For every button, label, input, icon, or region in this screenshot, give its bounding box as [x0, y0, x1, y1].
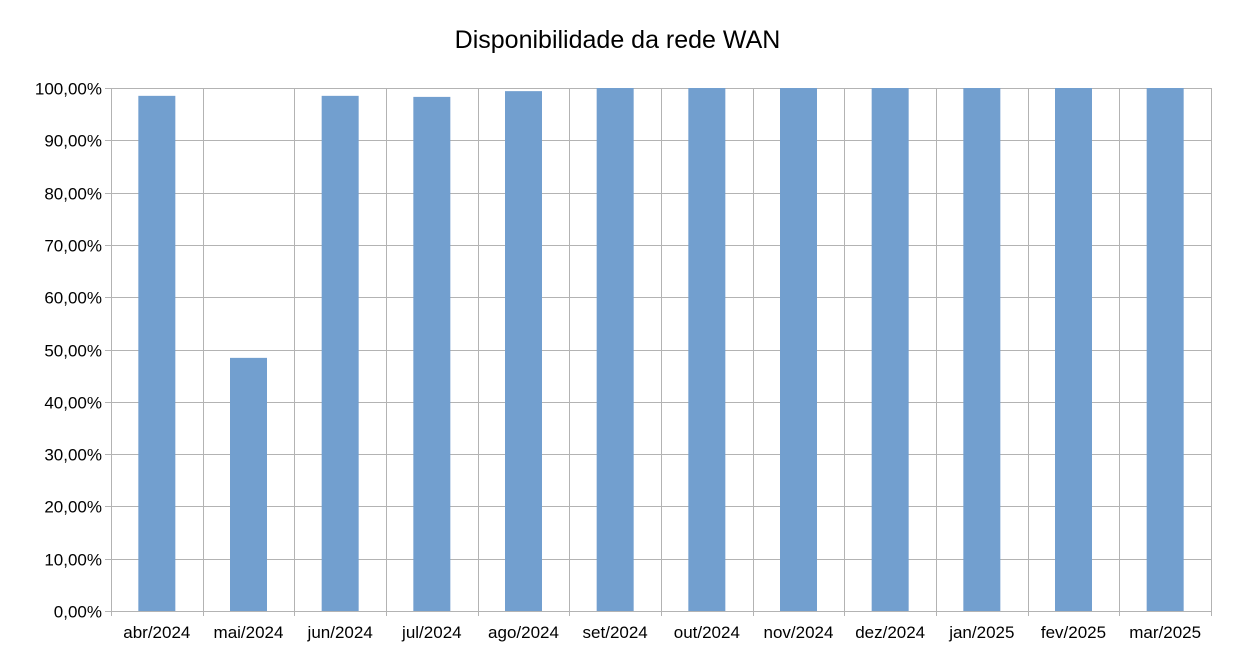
tick-labels: 0,00% 10,00% 20,00% 30,00% 40,00% 50,00% 60,00… [35, 80, 1201, 643]
bar-abr-2024 [138, 95, 176, 612]
y-tick-label: 30,00% [44, 446, 102, 465]
y-tick-label: 90,00% [44, 132, 102, 151]
bar-ago-2024 [505, 91, 542, 611]
y-tick-label: 70,00% [44, 237, 102, 256]
y-tick-label: 60,00% [44, 289, 102, 308]
x-tick-label: jul/2024 [401, 623, 462, 642]
bar-mar-2025 [1146, 88, 1184, 611]
x-tick-label: set/2024 [583, 623, 648, 642]
x-tick-label: dez/2024 [855, 623, 925, 642]
y-tick-label: 20,00% [44, 498, 102, 517]
bar-set-2024 [596, 88, 634, 611]
y-tick-label: 80,00% [44, 185, 102, 204]
grid-lines [105, 88, 1212, 616]
x-tick-label: ago/2024 [488, 623, 559, 642]
bar-out-2024 [688, 88, 726, 611]
bar-nov-2024 [780, 88, 817, 611]
bar-fev-2025 [1055, 88, 1092, 611]
chart-title: Disponibilidade da rede WAN [454, 26, 781, 54]
bar-jul-2024 [413, 96, 451, 612]
y-tick-label: 50,00% [44, 342, 102, 361]
x-tick-label: fev/2025 [1041, 623, 1106, 642]
y-tick-label: 0,00% [54, 603, 102, 622]
x-tick-label: jan/2025 [948, 623, 1014, 642]
bar-dez-2024 [871, 88, 909, 611]
x-tick-label: nov/2024 [764, 623, 834, 642]
x-tick-label: mai/2024 [214, 623, 284, 642]
y-tick-label: 100,00% [35, 80, 102, 99]
x-tick-label: jun/2024 [307, 623, 373, 642]
x-tick-label: out/2024 [674, 623, 740, 642]
x-tick-label: mar/2025 [1129, 623, 1201, 642]
bar-jun-2024 [321, 95, 359, 612]
bars [138, 88, 1184, 612]
y-tick-label: 10,00% [44, 551, 102, 570]
bar-jan-2025 [963, 88, 1001, 611]
x-tick-label: abr/2024 [123, 623, 190, 642]
y-tick-label: 40,00% [44, 394, 102, 413]
bar-mai-2024 [230, 357, 267, 611]
